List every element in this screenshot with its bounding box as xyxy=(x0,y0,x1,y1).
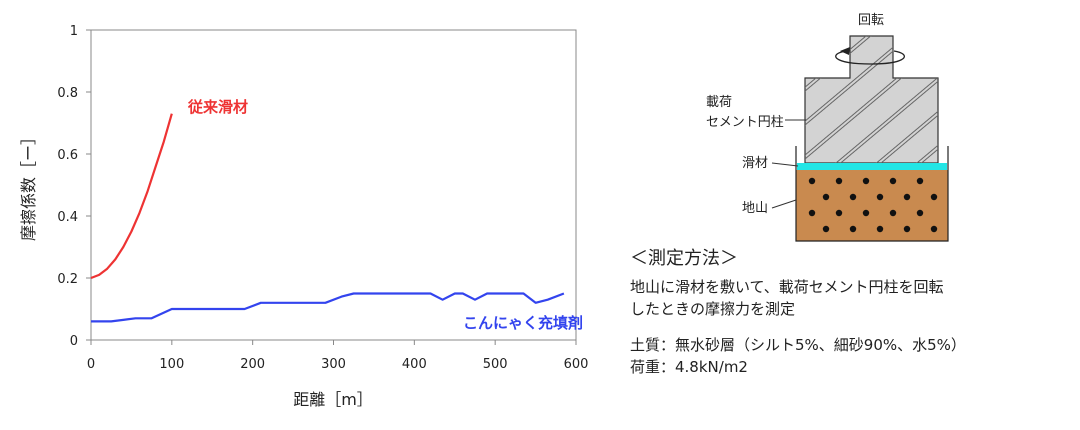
ground-particle xyxy=(876,225,884,233)
measurement-method: ＜測定方法＞ 地山に滑材を敷いて、載荷セメント円柱を回転 したときの摩擦力を測定… xyxy=(630,248,966,378)
ground-particle xyxy=(889,177,897,185)
plot-area-frame xyxy=(90,29,577,341)
ground-particle xyxy=(822,193,830,201)
y-axis-label: 摩擦係数［ー］ xyxy=(19,129,38,241)
lubricant-label: 滑材 xyxy=(742,156,768,171)
x-tick-label: 500 xyxy=(483,357,508,372)
ground-particle xyxy=(862,177,870,185)
y-tick-label: 1 xyxy=(70,24,78,39)
ground-particle xyxy=(903,193,911,201)
ground-particle xyxy=(930,193,938,201)
ground-particle xyxy=(930,225,938,233)
rotation-label: 回転 xyxy=(858,13,884,28)
ground-particle xyxy=(889,209,897,217)
x-tick-label: 200 xyxy=(240,357,265,372)
series-line-1 xyxy=(91,292,565,323)
ground-particle xyxy=(835,177,843,185)
ground-label: 地山 xyxy=(742,201,768,216)
ground-particle xyxy=(876,193,884,201)
test-apparatus-diagram: 回転 載荷 セメント円柱 滑材 地山 xyxy=(706,13,949,242)
ground-particle xyxy=(916,177,924,185)
y-tick-label: 0.4 xyxy=(57,210,78,225)
ground-particle xyxy=(862,209,870,217)
load-label-line1: 載荷 xyxy=(706,95,732,110)
load-conditions: 荷重：4.8kN/m2 xyxy=(630,358,748,376)
series-label-1: こんにゃく充填剤 xyxy=(463,314,583,332)
ground-particle xyxy=(903,225,911,233)
method-description: 地山に滑材を敷いて、載荷セメント円柱を回転 したときの摩擦力を測定 xyxy=(630,278,944,318)
ground-particle xyxy=(916,209,924,217)
container-walls xyxy=(795,146,949,242)
cement-hatch xyxy=(805,36,938,163)
lubricant-leader-line xyxy=(771,162,799,167)
ground-particle xyxy=(849,193,857,201)
x-tick-label: 600 xyxy=(564,357,589,372)
load-label-line2: セメント円柱 xyxy=(706,115,784,130)
method-heading: ＜測定方法＞ xyxy=(630,248,738,269)
ground-particle xyxy=(835,209,843,217)
lubricant-layer xyxy=(797,163,947,170)
rotation-arrow-icon xyxy=(835,50,905,65)
y-tick-label: 0.6 xyxy=(57,148,78,163)
y-tick-label: 0.8 xyxy=(57,86,78,101)
x-tick-label: 400 xyxy=(402,357,427,372)
rotation-arrowhead-icon xyxy=(840,47,850,55)
x-tick-label: 0 xyxy=(87,357,95,372)
y-tick-label: 0 xyxy=(70,334,78,349)
series-label-0: 従来滑材 xyxy=(187,98,248,116)
x-tick-label: 100 xyxy=(159,357,184,372)
ground-particle xyxy=(808,209,816,217)
x-axis-label: 距離［m］ xyxy=(293,390,373,409)
ground-particle xyxy=(849,225,857,233)
ground-leader-line xyxy=(771,199,797,209)
y-tick-label: 0.2 xyxy=(57,272,78,287)
series-line-0 xyxy=(90,113,173,280)
ground-box xyxy=(796,170,948,241)
ground-particle xyxy=(822,225,830,233)
friction-chart: 0 100 200 300 400 500 600 0 0.2 0.4 0.6 0.8 1 従来滑材こん… xyxy=(19,24,589,409)
x-tick-label: 300 xyxy=(321,357,346,372)
ground-particle xyxy=(808,177,816,185)
soil-conditions: 土質：無水砂層（シルト5%、細砂90%、水5%） xyxy=(630,336,966,354)
